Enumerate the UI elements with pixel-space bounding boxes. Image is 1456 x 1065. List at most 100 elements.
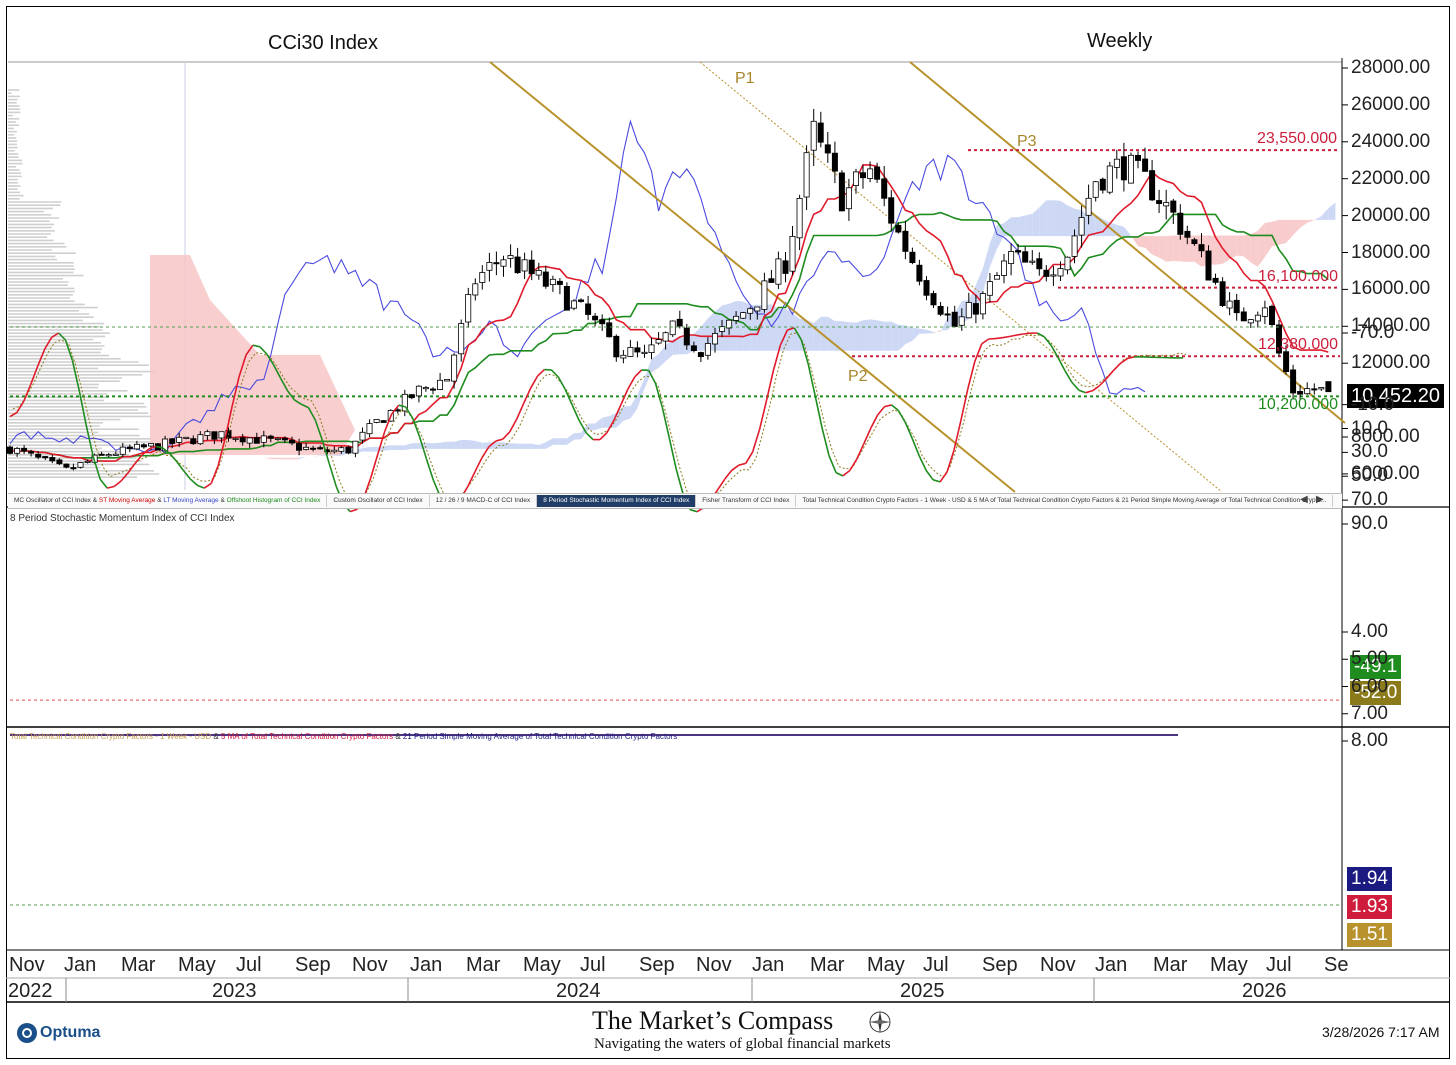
candle-body [1106,165,1113,193]
ichimoku-cloud-segment [1053,200,1061,237]
ichimoku-cloud-segment [1039,200,1047,237]
candle-body [972,303,979,315]
smi-main-segment [613,404,622,421]
candle-body [84,460,91,463]
smi-main-segment [814,395,823,429]
x-month-label: Nov [352,954,388,976]
ttc-badge-ma21: 1.94 [1347,867,1392,891]
candle-body [331,449,338,453]
tab-prev-button[interactable]: ◀ [1300,494,1308,505]
smi-main-segment [842,469,851,477]
candle-body [965,302,972,319]
smi-main-segment [599,432,608,441]
candle-body [1064,256,1071,271]
price-level-label: 16,100.000 [1258,267,1339,285]
candle-body [239,437,246,443]
candle-body [119,446,126,455]
ichimoku-cloud-segment [1116,224,1124,237]
candle-body [1240,311,1247,322]
smi-main-segment [377,430,386,455]
smi-main-segment [668,438,678,470]
pivot-label: P2 [848,368,868,385]
chikou-span-line [9,119,1146,454]
smi-main-segment [425,458,435,481]
ichimoku-cloud-segment [397,445,405,450]
candle-body [641,351,648,354]
ichimoku-cloud-segment [778,308,786,351]
candle-body [246,437,253,444]
price-tick-label: 6000.00 [1351,462,1420,484]
candle-body [916,264,923,282]
price-level-label: 23,550.000 [1257,130,1338,148]
indicator-tab[interactable]: 8 Period Stochastic Momentum Index of CC… [537,495,697,507]
smi-main-segment [661,407,671,439]
candle-body [888,197,895,224]
smi-tick-label: 70.0 [1351,489,1388,511]
candle-body [1276,324,1283,354]
x-year-label: 2023 [212,980,257,1002]
x-month-label: Sep [295,954,331,976]
smi-main-segment [495,438,504,442]
indicator-tab[interactable]: Fisher Transform of CCI Index [696,495,797,507]
candle-body [514,256,521,274]
ichimoku-cloud-segment [390,445,398,450]
candle-body [676,318,683,327]
x-month-label: Mar [1153,954,1188,976]
smi-main-segment [1106,369,1115,379]
candle-body [1212,277,1219,283]
candle-body [521,259,528,272]
candle-body [556,280,563,285]
smi-main-segment [266,353,275,366]
candle-body [1057,268,1064,277]
smi-main-segment [995,336,1003,340]
ttc-tick-label: 8.00 [1351,730,1388,751]
candle-body [669,320,676,336]
candle-body [634,347,641,353]
ichimoku-cloud-segment [270,457,278,460]
indicator-tab[interactable]: MC Oscillator of CCI Index & ST Moving A… [8,495,328,507]
smi-main-segment [328,463,337,487]
smi-main-segment [751,429,761,453]
smi-main-segment [939,471,948,483]
smi-main-segment [502,431,511,440]
candle-body [70,467,77,470]
candle-body [1198,244,1205,252]
indicator-tab[interactable]: Custom Oscillator of CCI Index [327,495,430,507]
ichimoku-cloud-segment [672,337,680,355]
tab-next-button[interactable]: ▶ [1316,494,1324,505]
ichimoku-cloud-segment [1152,236,1160,258]
compass-rose-icon [869,1011,891,1033]
candle-body [1135,154,1142,161]
smi-main-segment [967,361,976,390]
candle-body [479,272,486,283]
indicator-tab[interactable]: 12 / 26 / 9 MACD-C of CCI Index [430,495,538,507]
ichimoku-cloud-segment [1314,216,1322,220]
candle-body [486,262,493,271]
ichimoku-cloud-segment [848,322,856,351]
candle-body [401,393,408,412]
candle-body [140,444,147,448]
candle-body [782,260,789,274]
smi-tick-label: 30.0 [1351,441,1388,463]
candle-body [1113,158,1120,168]
smi-main-segment [467,471,476,487]
candle-body [719,326,726,332]
candle-body [112,453,119,456]
ichimoku-cloud-segment [1032,207,1040,237]
smi-main-segment [897,410,907,424]
smi-main-segment [286,390,296,401]
smi-main-segment [301,403,309,409]
candle-body [796,197,803,239]
smi-main-segment [981,338,990,345]
indicator-tab[interactable]: Total Technical Condition Crypto Factors… [796,495,1334,507]
candle-body [253,437,260,444]
ttc-tick-label: 5.00 [1351,648,1388,670]
smi-main-segment [85,425,95,458]
smi-main-segment [564,389,573,406]
smi-main-segment [321,439,331,465]
ichimoku-cloud-segment [383,445,391,451]
candle-body [1177,212,1184,235]
candle-body [895,224,902,233]
candle-body [1128,154,1135,184]
smi-tick-label: 90.0 [1351,513,1388,534]
